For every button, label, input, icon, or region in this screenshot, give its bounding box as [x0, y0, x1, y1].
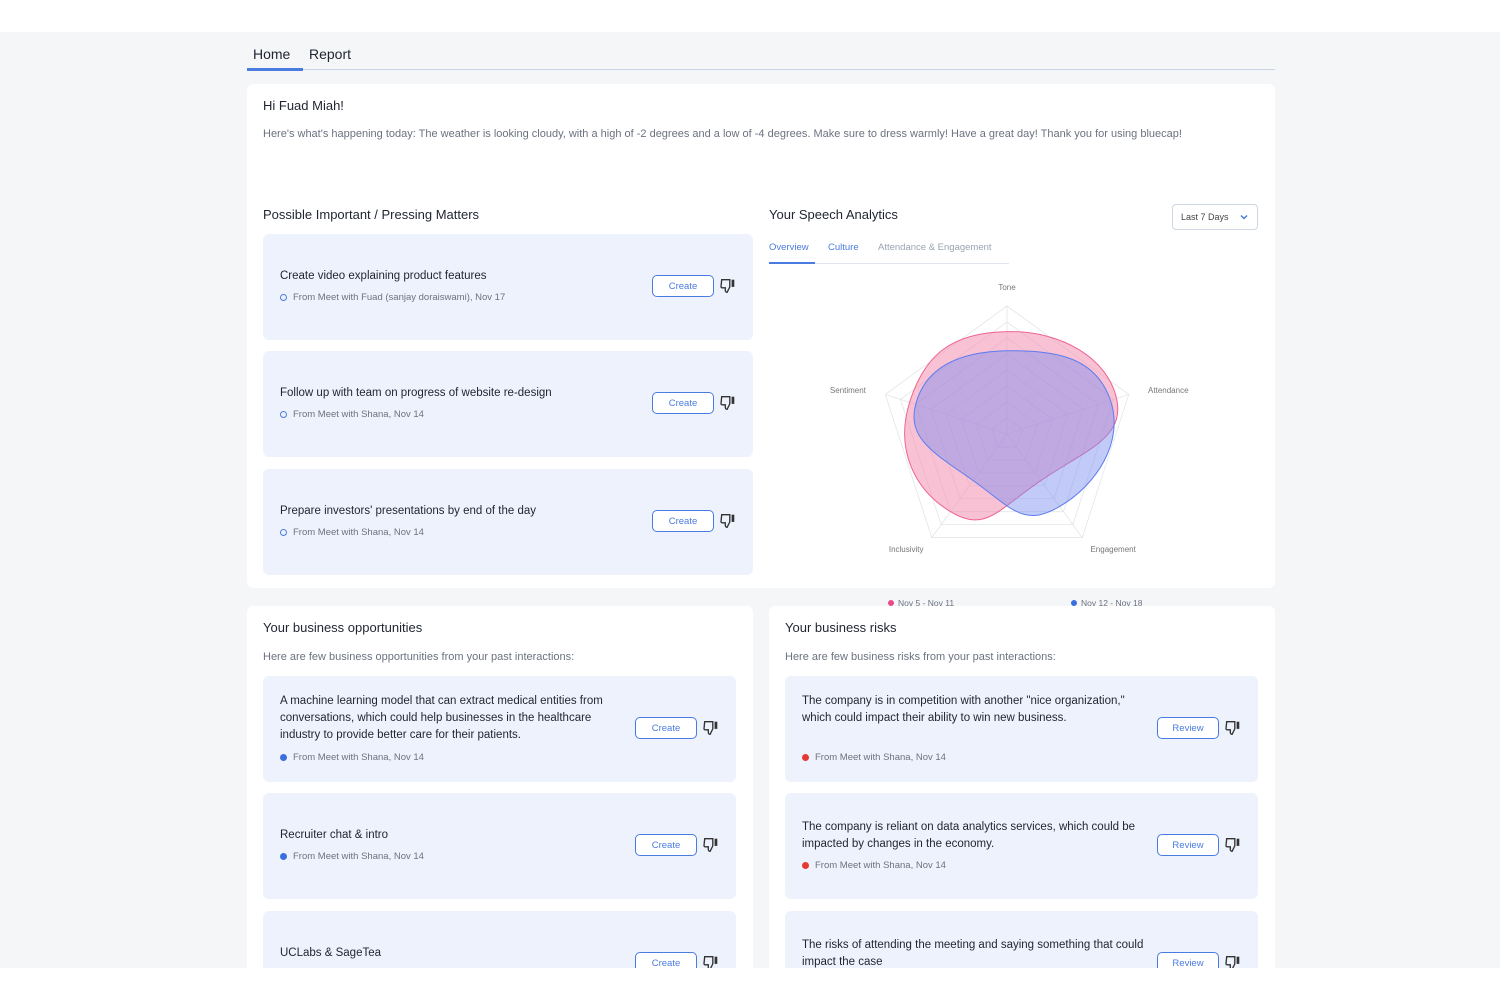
- risk-item: The company is in competition with anoth…: [785, 676, 1258, 782]
- speech-radar-chart: Tone Attendance Engagement Inclusivity Senti…: [830, 283, 1189, 554]
- risk-item: The risks of attending the meeting and s…: [785, 911, 1258, 968]
- source-dot-icon: [280, 411, 287, 418]
- window-bottom-strip: [0, 968, 1500, 1000]
- analytics-tabs: Overview Culture Attendance & Engagement: [769, 242, 1009, 264]
- item-source: From Meet with Shana, Nov 14: [280, 527, 424, 538]
- thumbs-down-icon[interactable]: [719, 277, 737, 295]
- chevron-down-icon: [1240, 214, 1248, 220]
- radar-axis-label: Engagement: [1090, 545, 1136, 554]
- radar-axis-label: Inclusivity: [889, 545, 924, 554]
- item-source: From Meet with Shana, Nov 14: [802, 752, 946, 763]
- item-source: From Meet with Shana, Nov 14: [280, 851, 424, 862]
- item-source-label: From Meet with Fuad (sanjay doraiswami),…: [293, 292, 506, 303]
- thumbs-down-icon[interactable]: [1224, 954, 1242, 968]
- tab-culture[interactable]: Culture: [828, 242, 859, 253]
- app-background: Home Report Hi Fuad Miah! Here's what's …: [0, 32, 1500, 968]
- item-source-label: From Meet with Shana, Nov 14: [293, 409, 424, 420]
- thumbs-down-icon[interactable]: [702, 719, 720, 737]
- active-subtab-indicator: [769, 262, 815, 264]
- item-source: From Meet with Shana, Nov 14: [802, 860, 946, 871]
- item-source: From Meet with Shana, Nov 14: [280, 409, 424, 420]
- business-risks-card: Your business risks Here are few busines…: [769, 606, 1275, 968]
- date-range-select[interactable]: Last 7 Days: [1172, 204, 1258, 230]
- alert-dot-icon: [802, 754, 809, 761]
- create-button[interactable]: Create: [652, 392, 714, 414]
- pressing-matters-title: Possible Important / Pressing Matters: [263, 207, 480, 222]
- legend-item: Nov 5 - Nov 11: [888, 598, 954, 608]
- item-text: Follow up with team on progress of websi…: [280, 387, 552, 399]
- item-text: The company is in competition with anoth…: [802, 695, 1125, 724]
- legend-label: Nov 12 - Nov 18: [1081, 598, 1143, 608]
- create-button[interactable]: Create: [652, 275, 714, 297]
- item-source-label: From Meet with Shana, Nov 14: [815, 860, 946, 871]
- item-text: Prepare investors' presentations by end …: [280, 505, 536, 517]
- radar-series-2: [913, 350, 1115, 516]
- item-text: UCLabs & SageTea: [280, 947, 382, 959]
- source-dot-icon: [280, 853, 287, 860]
- item-source: From Meet with Shana, Nov 14: [280, 752, 424, 763]
- item-source-label: From Meet with Shana, Nov 14: [293, 851, 424, 862]
- item-source: From Meet with Fuad (sanjay doraiswami),…: [280, 292, 505, 303]
- greeting: Hi Fuad Miah!: [263, 98, 344, 113]
- thumbs-down-icon[interactable]: [719, 394, 737, 412]
- opportunity-item: A machine learning model that can extrac…: [263, 676, 736, 782]
- item-source-label: From Meet with Shana, Nov 14: [293, 752, 424, 763]
- create-button[interactable]: Create: [635, 717, 697, 739]
- source-dot-icon: [280, 294, 287, 301]
- main-nav: Home Report: [247, 46, 1275, 71]
- opportunities-subtitle: Here are few business opportunities from…: [263, 651, 575, 663]
- create-button[interactable]: Create: [635, 952, 697, 968]
- window-top-strip: [0, 0, 1500, 32]
- business-opportunities-card: Your business opportunities Here are few…: [247, 606, 753, 968]
- thumbs-down-icon[interactable]: [1224, 836, 1242, 854]
- radar-axis-label: Attendance: [1148, 386, 1189, 395]
- pressing-item: Create video explaining product features…: [263, 234, 753, 340]
- active-tab-indicator: [247, 68, 303, 71]
- item-text: Create video explaining product features: [280, 270, 487, 282]
- thumbs-down-icon[interactable]: [719, 512, 737, 530]
- tab-overview[interactable]: Overview: [769, 242, 809, 253]
- opportunity-item: UCLabs & SageTea Create: [263, 911, 736, 968]
- item-text: A machine learning model that can extrac…: [280, 695, 603, 741]
- create-button[interactable]: Create: [635, 834, 697, 856]
- radar-axis-label: Sentiment: [830, 386, 867, 395]
- tab-report[interactable]: Report: [309, 46, 352, 62]
- risk-item: The company is reliant on data analytics…: [785, 793, 1258, 899]
- thumbs-down-icon[interactable]: [702, 836, 720, 854]
- overview-card: Hi Fuad Miah! Here's what's happening to…: [247, 84, 1275, 608]
- item-source-label: From Meet with Shana, Nov 14: [815, 752, 946, 763]
- legend-item: Nov 12 - Nov 18: [1071, 598, 1142, 608]
- radar-series-1: [904, 331, 1119, 521]
- thumbs-down-icon[interactable]: [1224, 719, 1242, 737]
- review-button[interactable]: Review: [1157, 952, 1219, 968]
- risks-subtitle: Here are few business risks from your pa…: [785, 651, 1056, 663]
- risks-title: Your business risks: [785, 620, 897, 635]
- source-dot-icon: [280, 529, 287, 536]
- review-button[interactable]: Review: [1157, 834, 1219, 856]
- legend-dot-icon: [1071, 600, 1077, 606]
- tab-attendance-engagement[interactable]: Attendance & Engagement: [878, 242, 992, 253]
- item-text: The risks of attending the meeting and s…: [802, 939, 1144, 968]
- item-text: The company is reliant on data analytics…: [802, 821, 1136, 850]
- radar-axis-label: Tone: [998, 283, 1016, 292]
- thumbs-down-icon[interactable]: [702, 954, 720, 968]
- review-button[interactable]: Review: [1157, 717, 1219, 739]
- legend-dot-icon: [888, 600, 894, 606]
- date-range-value: Last 7 Days: [1181, 212, 1229, 222]
- source-dot-icon: [280, 754, 287, 761]
- pressing-item: Follow up with team on progress of websi…: [263, 351, 753, 457]
- pressing-item: Prepare investors' presentations by end …: [263, 469, 753, 575]
- alert-dot-icon: [802, 862, 809, 869]
- tab-home[interactable]: Home: [253, 46, 291, 62]
- daily-summary: Here's what's happening today: The weath…: [263, 128, 1182, 140]
- legend-label: Nov 5 - Nov 11: [898, 598, 955, 608]
- speech-analytics-title: Your Speech Analytics: [769, 207, 898, 222]
- item-source-label: From Meet with Shana, Nov 14: [293, 527, 424, 538]
- create-button[interactable]: Create: [652, 510, 714, 532]
- opportunities-title: Your business opportunities: [263, 620, 423, 635]
- opportunity-item: Recruiter chat & intro From Meet with Sh…: [263, 793, 736, 899]
- item-text: Recruiter chat & intro: [280, 829, 389, 841]
